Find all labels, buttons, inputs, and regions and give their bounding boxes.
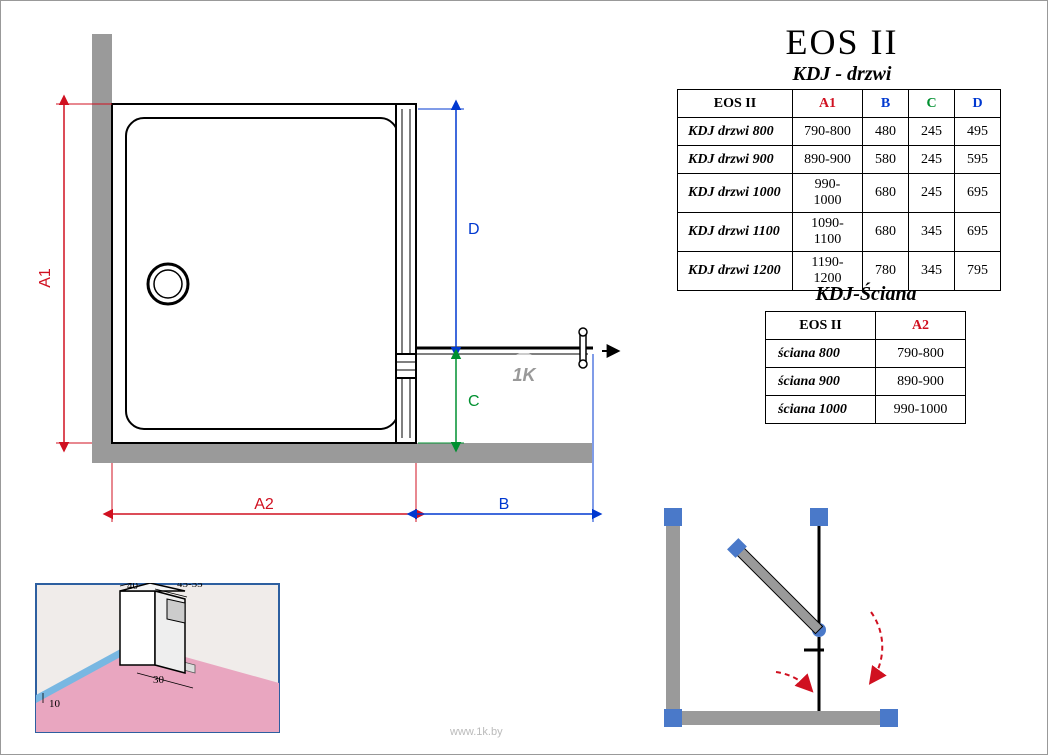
shower-tray-inner <box>126 118 398 429</box>
table-row: KDJ drzwi 900890-900580245595 <box>678 146 1001 174</box>
cell: 695 <box>955 213 1001 252</box>
cell: ściana 800 <box>766 340 876 368</box>
table-row: KDJ drzwi 800790-800480245495 <box>678 118 1001 146</box>
cell: 890-900 <box>876 368 966 396</box>
page-title: EOS II <box>677 21 1007 63</box>
table-row: KDJ drzwi 11001090-1100680345695 <box>678 213 1001 252</box>
cell: 695 <box>955 174 1001 213</box>
cell: 680 <box>863 213 909 252</box>
dim-a1-label: A1 <box>37 268 54 288</box>
dim-c-label: C <box>468 393 480 410</box>
table-row: ściana 900890-900 <box>766 368 966 396</box>
col-header: EOS II <box>766 312 876 340</box>
subtitle-drzwi: KDJ - drzwi <box>677 63 1007 86</box>
col-header: EOS II <box>678 90 793 118</box>
watermark-text: www.1k.by <box>450 726 503 738</box>
cell: 495 <box>955 118 1001 146</box>
cell: 790-800 <box>793 118 863 146</box>
cell: 480 <box>863 118 909 146</box>
door-panel <box>396 104 416 443</box>
cell: KDJ drzwi 900 <box>678 146 793 174</box>
wall-left <box>92 34 112 463</box>
cell: KDJ drzwi 1000 <box>678 174 793 213</box>
cell: ściana 1000 <box>766 396 876 424</box>
col-header: A2 <box>876 312 966 340</box>
dim-d-label: D <box>468 221 480 238</box>
cell: 1090-1100 <box>793 213 863 252</box>
cell: KDJ drzwi 800 <box>678 118 793 146</box>
cell: ściana 900 <box>766 368 876 396</box>
swing-arc-left <box>776 672 811 690</box>
cell: 245 <box>909 174 955 213</box>
cell: 890-900 <box>793 146 863 174</box>
table-row: ściana 800790-800 <box>766 340 966 368</box>
cell: 345 <box>909 213 955 252</box>
table-header-row: EOS IIA2 <box>766 312 966 340</box>
watermark-logo-icon: 1K <box>502 353 546 397</box>
cell: 245 <box>909 118 955 146</box>
dim-10-label: 10 <box>49 698 61 710</box>
door-handle-icon <box>580 334 586 362</box>
cell: 790-800 <box>876 340 966 368</box>
profile-detail-diagram: 40 45-55 10 30 <box>35 583 280 733</box>
wall-bottom <box>92 443 592 463</box>
subtitle-sciana: KDJ-Ściana <box>741 283 991 306</box>
cell: 245 <box>909 146 955 174</box>
col-header: D <box>955 90 1001 118</box>
cell: 680 <box>863 174 909 213</box>
dim-45-55-label: 45-55 <box>177 583 203 590</box>
swing-arc-right <box>871 612 882 682</box>
dim-b-label: B <box>499 496 510 513</box>
dim-a2-label: A2 <box>254 496 274 513</box>
cell: 595 <box>955 146 1001 174</box>
col-header: C <box>909 90 955 118</box>
main-technical-diagram: A1 D C A2 B <box>28 34 630 554</box>
door-swing-diagram <box>656 502 921 737</box>
col-header: A1 <box>793 90 863 118</box>
dim-40-label: 40 <box>127 583 139 592</box>
cell: 580 <box>863 146 909 174</box>
table-header-row: EOS IIA1BCD <box>678 90 1001 118</box>
table-row: ściana 1000990-1000 <box>766 396 966 424</box>
cell: 990-1000 <box>876 396 966 424</box>
col-header: B <box>863 90 909 118</box>
table-sciana: EOS IIA2 ściana 800790-800ściana 900890-… <box>765 311 966 424</box>
cell: KDJ drzwi 1100 <box>678 213 793 252</box>
table-row: KDJ drzwi 1000990-1000680245695 <box>678 174 1001 213</box>
cell: 990-1000 <box>793 174 863 213</box>
table-drzwi: EOS IIA1BCD KDJ drzwi 800790-80048024549… <box>677 89 1001 291</box>
